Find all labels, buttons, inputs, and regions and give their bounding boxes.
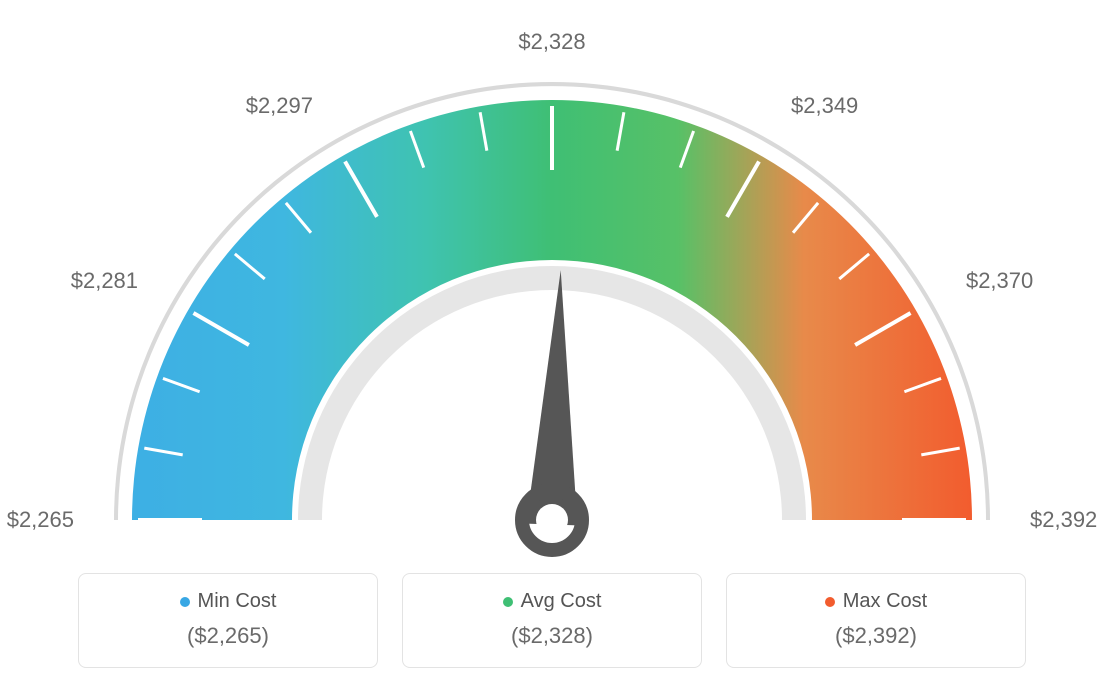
- legend-row: Min Cost ($2,265) Avg Cost ($2,328) Max …: [78, 573, 1026, 668]
- legend-title-avg: Avg Cost: [413, 590, 691, 613]
- gauge-svg: [52, 20, 1052, 580]
- gauge-tick-label: $2,370: [966, 268, 1033, 294]
- legend-value-avg: ($2,328): [413, 623, 691, 649]
- gauge-tick-label: $2,265: [7, 507, 74, 533]
- legend-dot-min: [180, 597, 190, 607]
- legend-card-min: Min Cost ($2,265): [78, 573, 378, 668]
- legend-dot-max: [825, 597, 835, 607]
- gauge-tick-label: $2,281: [71, 268, 138, 294]
- legend-value-max: ($2,392): [737, 623, 1015, 649]
- legend-title-min: Min Cost: [89, 590, 367, 613]
- legend-label: Avg Cost: [521, 590, 602, 613]
- legend-value-min: ($2,265): [89, 623, 367, 649]
- legend-title-max: Max Cost: [737, 590, 1015, 613]
- legend-card-max: Max Cost ($2,392): [726, 573, 1026, 668]
- gauge-tick-label: $2,328: [518, 29, 585, 55]
- gauge-container: $2,265$2,281$2,297$2,328$2,349$2,370$2,3…: [52, 20, 1052, 580]
- legend-label: Min Cost: [198, 590, 277, 613]
- legend-dot-avg: [503, 597, 513, 607]
- gauge-tick-label: $2,297: [246, 93, 313, 119]
- gauge-needle-hub-inner: [536, 504, 568, 536]
- gauge-tick-label: $2,349: [791, 93, 858, 119]
- legend-label: Max Cost: [843, 590, 927, 613]
- gauge-tick-label: $2,392: [1030, 507, 1097, 533]
- legend-card-avg: Avg Cost ($2,328): [402, 573, 702, 668]
